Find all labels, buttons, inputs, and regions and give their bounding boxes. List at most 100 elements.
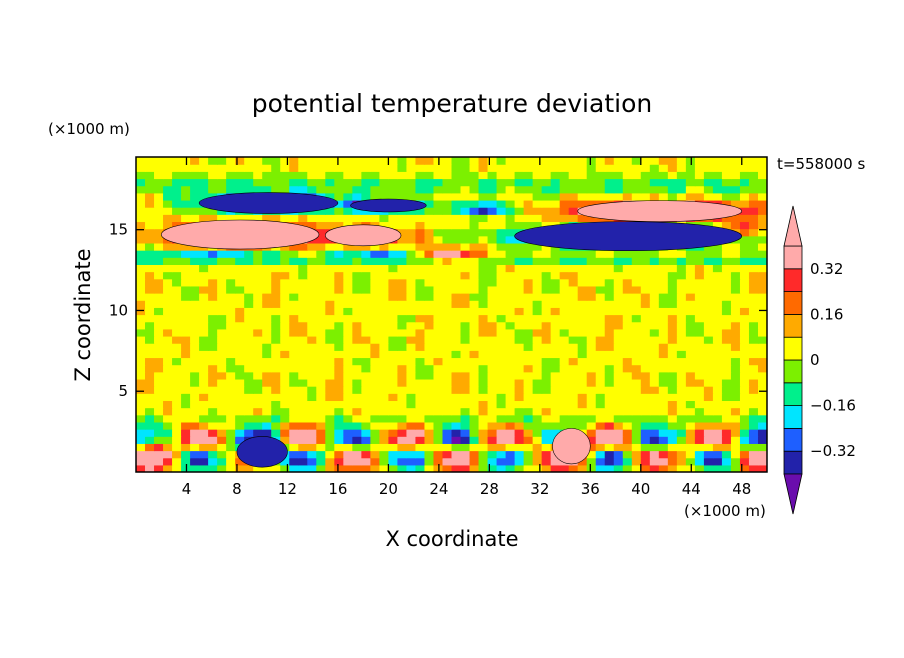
field-cell xyxy=(163,314,173,323)
field-cell xyxy=(433,321,444,330)
field-cell xyxy=(505,164,516,172)
field-cell xyxy=(388,450,399,459)
field-cell xyxy=(316,414,326,423)
field-cell xyxy=(532,414,543,423)
field-cell xyxy=(190,421,200,430)
field-cell xyxy=(469,378,480,387)
field-cell xyxy=(460,364,471,373)
field-cell xyxy=(442,307,453,316)
field-cell xyxy=(136,250,146,258)
field-cell xyxy=(658,436,669,444)
field-cell xyxy=(703,221,714,230)
field-cell xyxy=(262,164,272,172)
field-cell xyxy=(757,278,767,287)
field-cell xyxy=(541,457,552,466)
field-cell xyxy=(253,371,263,380)
field-cell xyxy=(325,421,335,430)
field-cell xyxy=(172,378,182,387)
field-cell xyxy=(253,421,263,430)
field-cell xyxy=(451,350,462,359)
field-cell xyxy=(307,414,317,423)
field-cell xyxy=(397,271,408,280)
field-cell xyxy=(217,164,227,172)
field-cell xyxy=(190,164,200,172)
field-cell xyxy=(667,178,678,187)
field-cell xyxy=(433,271,444,280)
field-cell xyxy=(703,321,714,330)
field-cell xyxy=(442,242,453,251)
field-cell xyxy=(397,407,408,416)
field-cell xyxy=(181,421,191,430)
field-cell xyxy=(523,171,534,180)
field-cell xyxy=(613,364,624,373)
field-cell xyxy=(559,378,570,387)
field-cell xyxy=(694,407,705,416)
field-cell xyxy=(136,235,146,244)
field-cell xyxy=(388,443,399,452)
field-cell xyxy=(613,414,624,423)
field-cell xyxy=(757,157,767,165)
field-cell xyxy=(244,293,254,301)
field-cell xyxy=(595,157,606,165)
field-cell xyxy=(343,271,353,280)
field-cell xyxy=(271,178,281,187)
field-cell xyxy=(559,171,570,180)
field-cell xyxy=(622,307,633,316)
field-cell xyxy=(730,307,741,316)
field-cell xyxy=(289,400,299,409)
field-cell xyxy=(172,257,182,265)
field-cell xyxy=(316,357,326,366)
field-cell xyxy=(757,400,767,409)
field-cell xyxy=(145,250,155,258)
field-cell xyxy=(667,164,678,172)
field-cell xyxy=(343,214,353,223)
y-tick-label: 5 xyxy=(118,382,128,400)
field-cell xyxy=(433,221,444,230)
field-cell xyxy=(739,228,750,237)
field-cell xyxy=(676,371,687,380)
field-cell xyxy=(550,185,561,194)
field-cell xyxy=(379,192,389,201)
field-cell xyxy=(703,164,714,172)
field-cell xyxy=(208,314,218,323)
field-cell xyxy=(739,278,750,287)
field-cell xyxy=(496,400,507,409)
field-cell xyxy=(757,300,767,308)
field-cell xyxy=(253,164,263,172)
field-cell xyxy=(343,314,353,323)
field-cell xyxy=(325,407,335,416)
field-cell xyxy=(712,414,723,423)
field-cell xyxy=(172,436,182,444)
field-cell xyxy=(577,264,588,273)
field-cell xyxy=(154,364,164,373)
field-cell xyxy=(379,343,389,351)
field-cell xyxy=(208,407,218,416)
field-cell xyxy=(613,371,624,380)
field-cell xyxy=(469,429,480,437)
field-cell xyxy=(703,314,714,323)
field-cell xyxy=(415,400,426,409)
field-cell xyxy=(469,371,480,380)
field-cell xyxy=(199,436,209,444)
field-cell xyxy=(298,171,308,180)
field-cell xyxy=(181,400,191,409)
field-cell xyxy=(343,250,353,258)
field-cell xyxy=(451,414,462,423)
field-cell xyxy=(523,464,534,472)
field-cell xyxy=(541,171,552,180)
field-cell xyxy=(217,250,227,258)
field-cell xyxy=(685,429,696,437)
field-cell xyxy=(352,264,362,273)
field-cell xyxy=(208,429,218,437)
field-cell xyxy=(154,271,164,280)
field-cell xyxy=(460,264,471,273)
field-cell xyxy=(685,400,696,409)
field-cell xyxy=(307,171,317,180)
field-cell xyxy=(451,250,462,258)
field-cell xyxy=(217,300,227,308)
field-cell xyxy=(667,414,678,423)
field-cell xyxy=(469,436,480,444)
field-cell xyxy=(496,386,507,394)
field-cell xyxy=(631,314,642,323)
field-cell xyxy=(748,371,759,380)
